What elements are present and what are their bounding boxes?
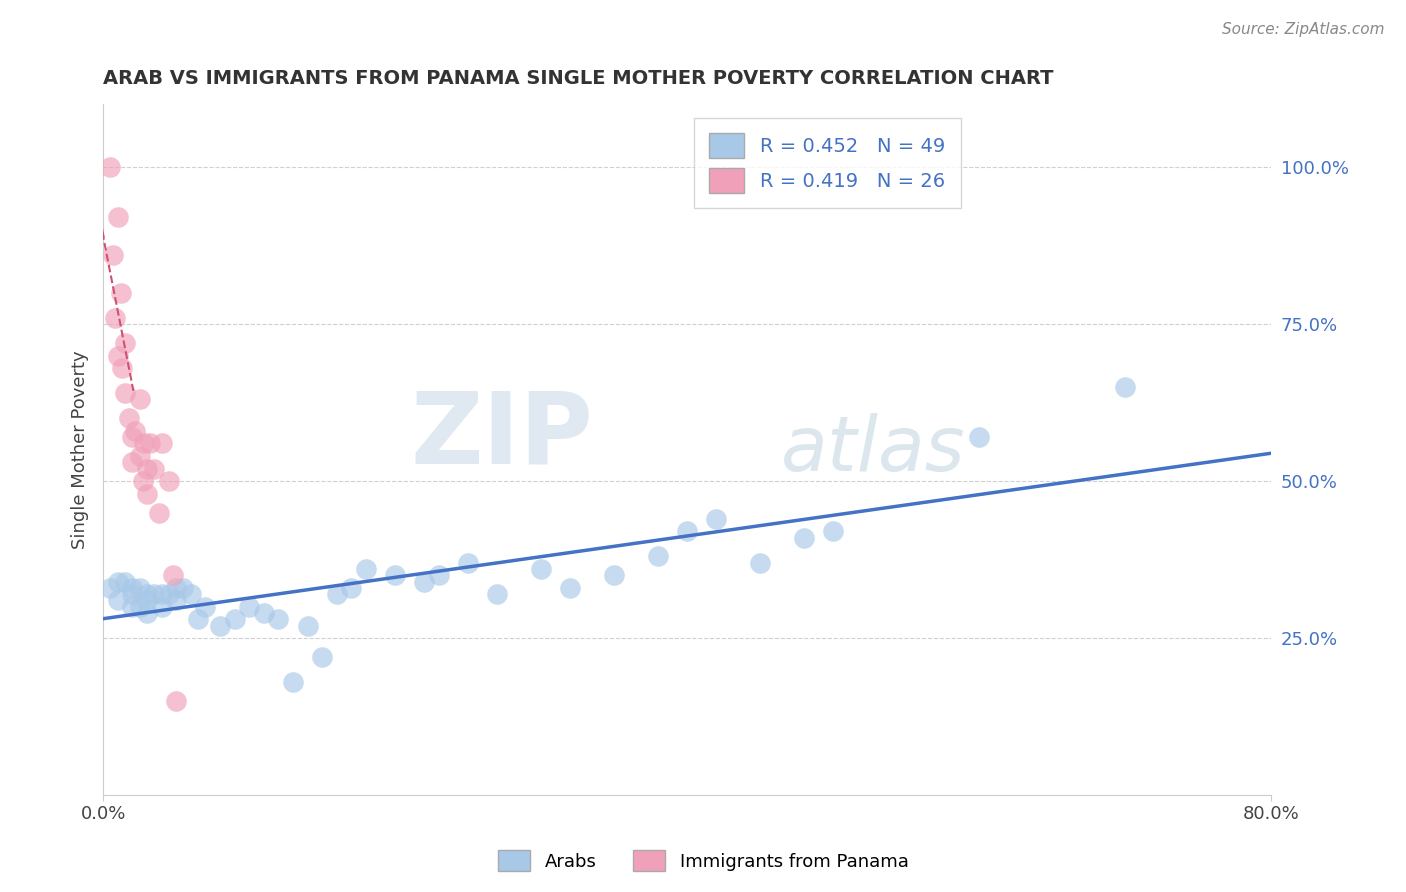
Point [139, 436, 162, 450]
Point [281, 675, 304, 690]
Point [128, 449, 150, 463]
Point [124, 424, 146, 438]
Point [107, 574, 129, 589]
Point [238, 599, 260, 614]
Point [121, 581, 143, 595]
Point [121, 587, 143, 601]
Point [749, 556, 772, 570]
Point [157, 587, 180, 601]
Point [100, 581, 122, 595]
Point [104, 310, 127, 325]
Point [704, 512, 727, 526]
Point [354, 562, 377, 576]
Point [162, 568, 184, 582]
Point [967, 430, 990, 444]
Point [560, 581, 582, 595]
Point [157, 474, 180, 488]
Text: Source: ZipAtlas.com: Source: ZipAtlas.com [1222, 22, 1385, 37]
Point [486, 587, 509, 601]
Point [121, 430, 143, 444]
Point [603, 568, 626, 582]
Point [150, 587, 173, 601]
Point [107, 593, 129, 607]
Point [100, 160, 122, 174]
Point [107, 211, 129, 225]
Point [194, 599, 217, 614]
Point [143, 461, 166, 475]
Point [208, 618, 231, 632]
Point [253, 606, 276, 620]
Point [823, 524, 845, 539]
Point [121, 599, 143, 614]
Point [110, 285, 132, 300]
Point [187, 612, 209, 626]
Point [136, 593, 159, 607]
Point [413, 574, 436, 589]
Legend: Arabs, Immigrants from Panama: Arabs, Immigrants from Panama [491, 843, 915, 879]
Point [143, 587, 166, 601]
Point [1114, 380, 1136, 394]
Point [297, 618, 319, 632]
Point [647, 549, 669, 564]
Point [165, 593, 187, 607]
Point [676, 524, 699, 539]
Point [384, 568, 406, 582]
Point [148, 506, 170, 520]
Point [172, 581, 194, 595]
Point [111, 361, 134, 376]
Point [427, 568, 450, 582]
Point [107, 349, 129, 363]
Point [340, 581, 363, 595]
Point [267, 612, 290, 626]
Point [114, 335, 136, 350]
Point [136, 461, 159, 475]
Text: ARAB VS IMMIGRANTS FROM PANAMA SINGLE MOTHER POVERTY CORRELATION CHART: ARAB VS IMMIGRANTS FROM PANAMA SINGLE MO… [103, 69, 1053, 87]
Point [530, 562, 553, 576]
Point [114, 386, 136, 401]
Point [224, 612, 246, 626]
Point [311, 649, 333, 664]
Legend: R = 0.452   N = 49, R = 0.419   N = 26: R = 0.452 N = 49, R = 0.419 N = 26 [693, 118, 960, 209]
Point [457, 556, 479, 570]
Point [136, 486, 159, 500]
Text: atlas: atlas [780, 413, 965, 487]
Point [128, 599, 150, 614]
Point [150, 599, 173, 614]
Point [136, 606, 159, 620]
Point [128, 392, 150, 407]
Point [793, 531, 815, 545]
Point [165, 694, 187, 708]
Point [136, 587, 159, 601]
Point [131, 474, 153, 488]
Point [128, 581, 150, 595]
Point [114, 574, 136, 589]
Point [132, 436, 155, 450]
Point [150, 436, 173, 450]
Text: ZIP: ZIP [411, 387, 593, 484]
Point [165, 581, 187, 595]
Point [103, 248, 125, 262]
Point [121, 455, 143, 469]
Point [118, 411, 141, 425]
Y-axis label: Single Mother Poverty: Single Mother Poverty [72, 351, 89, 549]
Point [325, 587, 347, 601]
Point [180, 587, 202, 601]
